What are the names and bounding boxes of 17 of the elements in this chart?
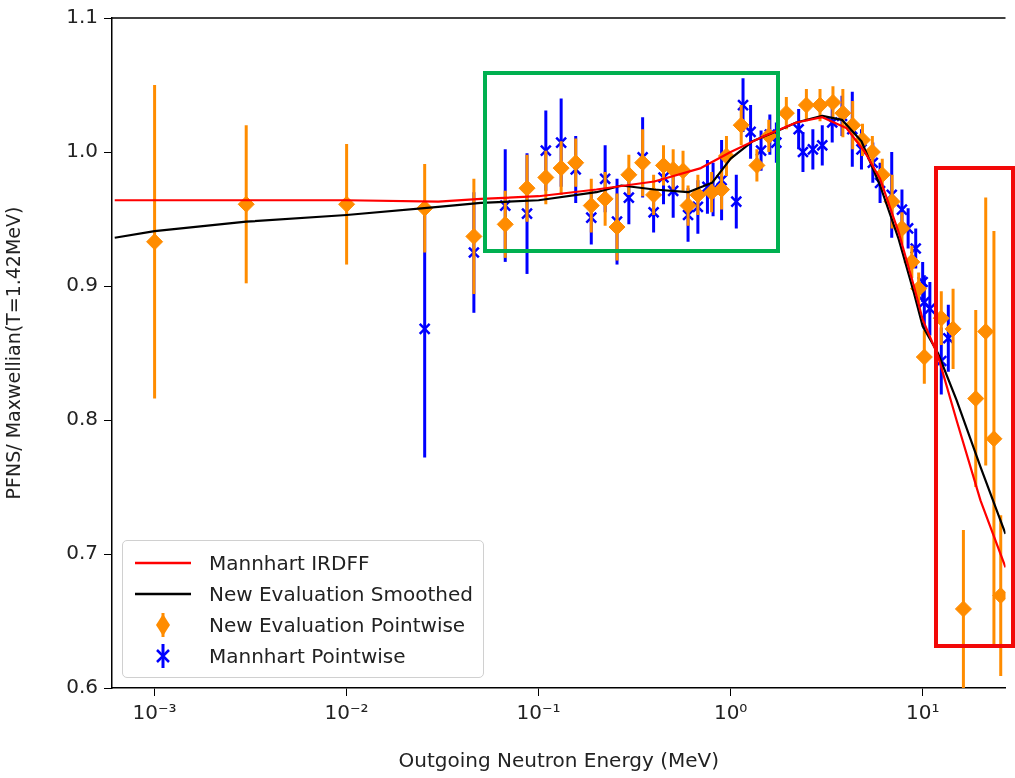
y-tick-label: 0.9 [66,272,98,297]
y-tick-label: 0.7 [66,540,98,565]
legend-label: New Evaluation Smoothed [209,581,474,606]
legend-label: Mannhart IRDFF [209,550,370,575]
x-tick-label: 10⁻³ [132,700,177,725]
legend-label: Mannhart Pointwise [209,643,406,668]
x-tick-label: 10⁻¹ [516,700,561,725]
y-axis-title: PFNS/ Maxwellian(T=1.42MeV) [2,206,25,500]
y-tick-label: 1.1 [66,4,98,29]
y-tick-label: 1.0 [66,138,98,163]
legend-label: New Evaluation Pointwise [209,612,466,637]
y-tick-label: 0.6 [66,674,98,699]
x-tick-label: 10⁰ [713,700,748,725]
x-tick-label: 10⁻² [324,700,369,725]
x-tick-label: 10¹ [905,700,940,725]
y-tick-label: 0.8 [66,406,98,431]
x-axis-title: Outgoing Neutron Energy (MeV) [398,748,720,773]
